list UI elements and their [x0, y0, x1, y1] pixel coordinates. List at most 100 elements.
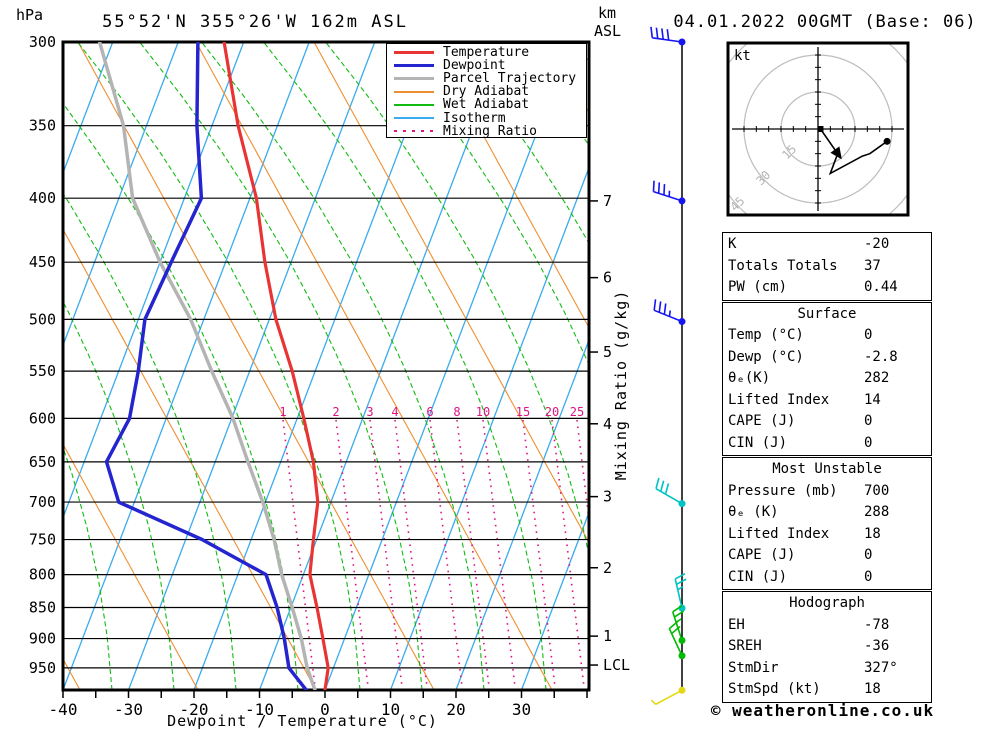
dry-adiabat-line	[77, 42, 435, 690]
barb-half-tick	[677, 586, 684, 591]
table-row-value: -78	[864, 616, 890, 633]
legend-label: Wet Adiabat	[443, 97, 530, 113]
table-row-value: 327°	[864, 659, 898, 676]
table-row-value: 0	[864, 327, 873, 343]
legend-label: Isotherm	[443, 110, 506, 126]
table-row: Lifted Index 14	[728, 390, 926, 412]
wet-adiabat-line	[77, 42, 361, 690]
table-row-label: Totals Totals	[728, 257, 838, 274]
table-row-label: θₑ (K)	[728, 504, 779, 520]
legend-line-sample	[394, 50, 434, 55]
table-section: Most Unstable Pressure (mb) 700 θₑ (K) 288 Li…	[722, 457, 932, 590]
barb-full-tick	[674, 573, 686, 580]
table-row: Totals Totals 37	[728, 256, 926, 278]
table-row-value: 14	[864, 391, 881, 408]
table-row: CIN (J) 0	[728, 567, 926, 589]
legend-row: Parcel Trajectory	[394, 72, 586, 85]
legend-line-sample	[394, 117, 434, 120]
pressure-tick-label: 350	[29, 117, 56, 135]
mixing-ratio-value-label: 15	[516, 405, 530, 419]
pressure-tick-label: 950	[29, 659, 56, 677]
temperature-axis-title: Dewpoint / Temperature (°C)	[167, 712, 438, 730]
isotherm-line	[258, 42, 507, 690]
pressure-tick-label: 600	[29, 409, 56, 427]
wind-barb	[668, 620, 686, 660]
barb-full-tick	[663, 184, 666, 196]
mixing-ratio-value-label: 1	[279, 405, 286, 419]
table-row: StmDir 327°	[728, 658, 926, 680]
hodograph-border	[726, 41, 910, 217]
hodograph-end-marker	[883, 137, 891, 145]
wind-barb	[652, 180, 686, 205]
isotherm-line	[63, 42, 114, 175]
table-row-label: Temp (°C)	[728, 327, 804, 343]
temperature-tick-label: -40	[49, 700, 78, 719]
table-row-label: Pressure (mb)	[728, 482, 838, 499]
isotherm-line	[520, 510, 589, 690]
mixing-ratio-line	[429, 419, 464, 690]
mixing-ratio-line	[522, 419, 557, 690]
legend-line-sample	[394, 129, 434, 133]
legend-row: Mixing Ratio	[394, 125, 586, 138]
isotherm-line	[127, 42, 376, 690]
wind-barb	[653, 299, 686, 326]
temperature-tick-label: -30	[114, 700, 143, 719]
table-section-header: Surface	[797, 305, 857, 322]
barb-full-tick	[671, 625, 681, 635]
legend-label: Dry Adiabat	[443, 84, 530, 100]
table-row-label: CAPE (J)	[728, 547, 796, 563]
legend-box: Temperature Dewpoint Parcel Trajectory Dry …	[386, 43, 587, 138]
isotherm-line	[63, 42, 310, 690]
barb-level-dot	[678, 318, 686, 326]
table-row-value: 0	[864, 434, 873, 451]
table-row: Lifted Index 18	[728, 524, 926, 546]
run-date-label: 04.01.2022 00GMT (Base: 06)	[673, 12, 977, 32]
barb-staff	[653, 309, 683, 323]
barb-full-tick	[657, 182, 661, 194]
pressure-tick-label: 650	[29, 453, 56, 471]
legend-line-sample	[394, 90, 434, 93]
km-tick-label: 5	[603, 343, 612, 361]
table-row-label: PW (cm)	[728, 279, 788, 295]
barb-full-tick	[650, 26, 654, 38]
barb-level-dot	[678, 686, 686, 694]
table-row-value: 288	[864, 504, 890, 520]
barb-full-tick	[661, 28, 664, 40]
pressure-tick-label: 900	[29, 630, 56, 648]
table-row-value: 282	[864, 370, 890, 386]
table-row: Temp (°C) 0	[728, 325, 926, 347]
wind-barb	[650, 26, 686, 46]
wind-barb	[655, 477, 686, 508]
mixing-ratio-line	[456, 419, 491, 690]
barb-level-dot	[678, 38, 686, 46]
isotherm-line	[455, 338, 589, 690]
table-row-label: K	[728, 236, 737, 252]
wet-adiabat-line	[63, 192, 237, 690]
barb-half-tick	[650, 699, 657, 705]
altitude-axis-unit-asl: ASL	[594, 22, 622, 40]
barb-full-tick	[652, 180, 655, 192]
table-row-label: θₑ(K)	[728, 370, 771, 386]
table-row-value: 18	[864, 525, 881, 542]
mixing-ratio-value-label: 4	[391, 405, 398, 419]
table-row-value: 37	[864, 257, 881, 274]
lcl-label: LCL	[603, 656, 630, 674]
mixing-ratio-value-label: 3	[366, 405, 373, 419]
barb-full-tick	[672, 605, 683, 613]
table-row-label: CIN (J)	[728, 568, 788, 585]
barb-level-dot	[678, 636, 686, 644]
hodograph-start-marker	[817, 126, 824, 132]
hodograph-storm-arrow	[830, 146, 842, 160]
barb-level-dot	[678, 652, 686, 660]
table-row-value: 700	[864, 482, 890, 499]
mixing-ratio-value-label: 25	[570, 405, 584, 419]
km-tick-label: 3	[603, 488, 612, 506]
hodograph-unit-label: kt	[734, 48, 751, 64]
wind-barb	[671, 605, 686, 644]
table-row: SREH -36	[728, 636, 926, 658]
legend-label: Parcel Trajectory	[443, 71, 577, 87]
station-title: 55°52'N 355°26'W 162m ASL	[102, 12, 408, 32]
barb-full-tick	[673, 610, 685, 618]
